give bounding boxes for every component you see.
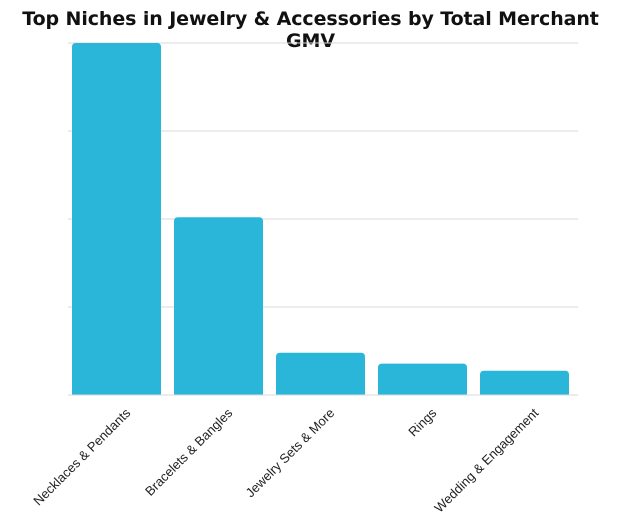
bar-bracelets-bangles <box>174 217 263 395</box>
bar-jewelry-sets-more <box>276 352 365 395</box>
x-tick-label: Bracelets & Bangles <box>142 405 236 499</box>
bar-necklaces-pendants <box>72 43 161 395</box>
bar-wedding-engagement <box>480 370 569 395</box>
x-tick-label: Wedding & Engagement <box>431 405 541 515</box>
chart-title: Top Niches in Jewelry & Accessories by T… <box>22 8 599 52</box>
x-tick-labels: Necklaces & Pendants Bracelets & Bangles J… <box>30 405 541 515</box>
x-tick-label: Jewelry Sets & More <box>243 405 338 500</box>
bars <box>72 43 569 395</box>
bar-rings <box>378 363 467 395</box>
x-tick-label: Rings <box>405 405 439 439</box>
x-tick-label: Necklaces & Pendants <box>30 405 133 508</box>
